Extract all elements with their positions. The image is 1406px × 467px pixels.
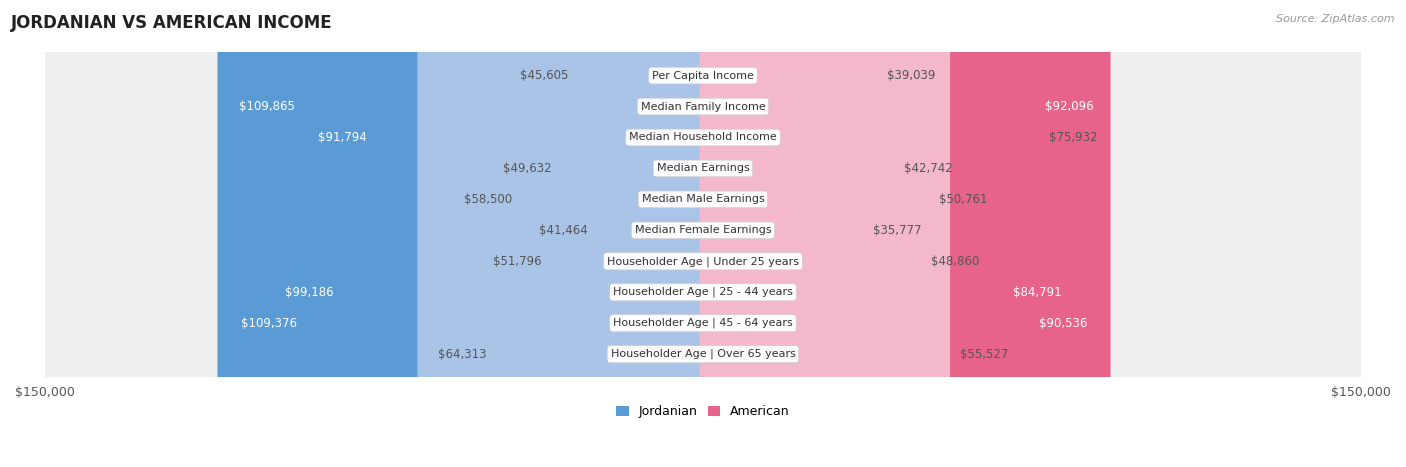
Legend: Jordanian, American: Jordanian, American [612,400,794,423]
FancyBboxPatch shape [517,0,706,467]
FancyBboxPatch shape [700,0,921,467]
Text: Median Household Income: Median Household Income [628,133,778,142]
FancyBboxPatch shape [297,0,706,467]
FancyBboxPatch shape [42,0,1364,467]
FancyBboxPatch shape [218,0,706,467]
FancyBboxPatch shape [418,0,706,467]
FancyBboxPatch shape [700,0,1104,467]
Text: $91,794: $91,794 [318,131,367,144]
FancyBboxPatch shape [482,0,706,467]
FancyBboxPatch shape [264,0,706,467]
FancyBboxPatch shape [700,0,863,467]
Text: $45,605: $45,605 [520,69,569,82]
Text: Householder Age | Under 25 years: Householder Age | Under 25 years [607,256,799,267]
Text: $49,632: $49,632 [503,162,551,175]
Text: $42,742: $42,742 [904,162,952,175]
Text: $92,096: $92,096 [1045,100,1094,113]
Text: Per Capita Income: Per Capita Income [652,71,754,81]
Text: $48,860: $48,860 [931,255,979,268]
FancyBboxPatch shape [700,0,950,467]
FancyBboxPatch shape [42,0,1364,467]
Text: Median Female Earnings: Median Female Earnings [634,226,772,235]
Text: $39,039: $39,039 [887,69,936,82]
FancyBboxPatch shape [700,0,877,467]
Text: $35,777: $35,777 [873,224,921,237]
Text: $51,796: $51,796 [494,255,541,268]
FancyBboxPatch shape [42,0,1364,467]
FancyBboxPatch shape [700,0,1078,467]
FancyBboxPatch shape [42,0,1364,467]
Text: JORDANIAN VS AMERICAN INCOME: JORDANIAN VS AMERICAN INCOME [11,14,333,32]
Text: $58,500: $58,500 [464,193,512,206]
Text: $75,932: $75,932 [1049,131,1098,144]
FancyBboxPatch shape [700,0,929,467]
Text: $84,791: $84,791 [1014,286,1062,299]
Text: Median Family Income: Median Family Income [641,101,765,112]
FancyBboxPatch shape [443,0,706,467]
FancyBboxPatch shape [42,0,1364,467]
FancyBboxPatch shape [219,0,706,467]
Text: Median Male Earnings: Median Male Earnings [641,194,765,205]
Text: $99,186: $99,186 [285,286,335,299]
FancyBboxPatch shape [499,0,706,467]
FancyBboxPatch shape [42,0,1364,467]
FancyBboxPatch shape [42,0,1364,467]
FancyBboxPatch shape [42,0,1364,467]
Text: $90,536: $90,536 [1039,317,1087,330]
Text: Source: ZipAtlas.com: Source: ZipAtlas.com [1277,14,1395,24]
Text: $109,865: $109,865 [239,100,294,113]
Text: $41,464: $41,464 [538,224,588,237]
FancyBboxPatch shape [42,0,1364,467]
Text: $109,376: $109,376 [240,317,297,330]
Text: Median Earnings: Median Earnings [657,163,749,173]
Text: Householder Age | Over 65 years: Householder Age | Over 65 years [610,349,796,360]
Text: Householder Age | 45 - 64 years: Householder Age | 45 - 64 years [613,318,793,328]
FancyBboxPatch shape [42,0,1364,467]
FancyBboxPatch shape [700,0,1039,467]
FancyBboxPatch shape [700,0,1111,467]
Text: $50,761: $50,761 [939,193,987,206]
FancyBboxPatch shape [472,0,706,467]
Text: Householder Age | 25 - 44 years: Householder Age | 25 - 44 years [613,287,793,297]
Text: $55,527: $55,527 [960,347,1008,361]
FancyBboxPatch shape [700,0,894,467]
Text: $64,313: $64,313 [439,347,486,361]
